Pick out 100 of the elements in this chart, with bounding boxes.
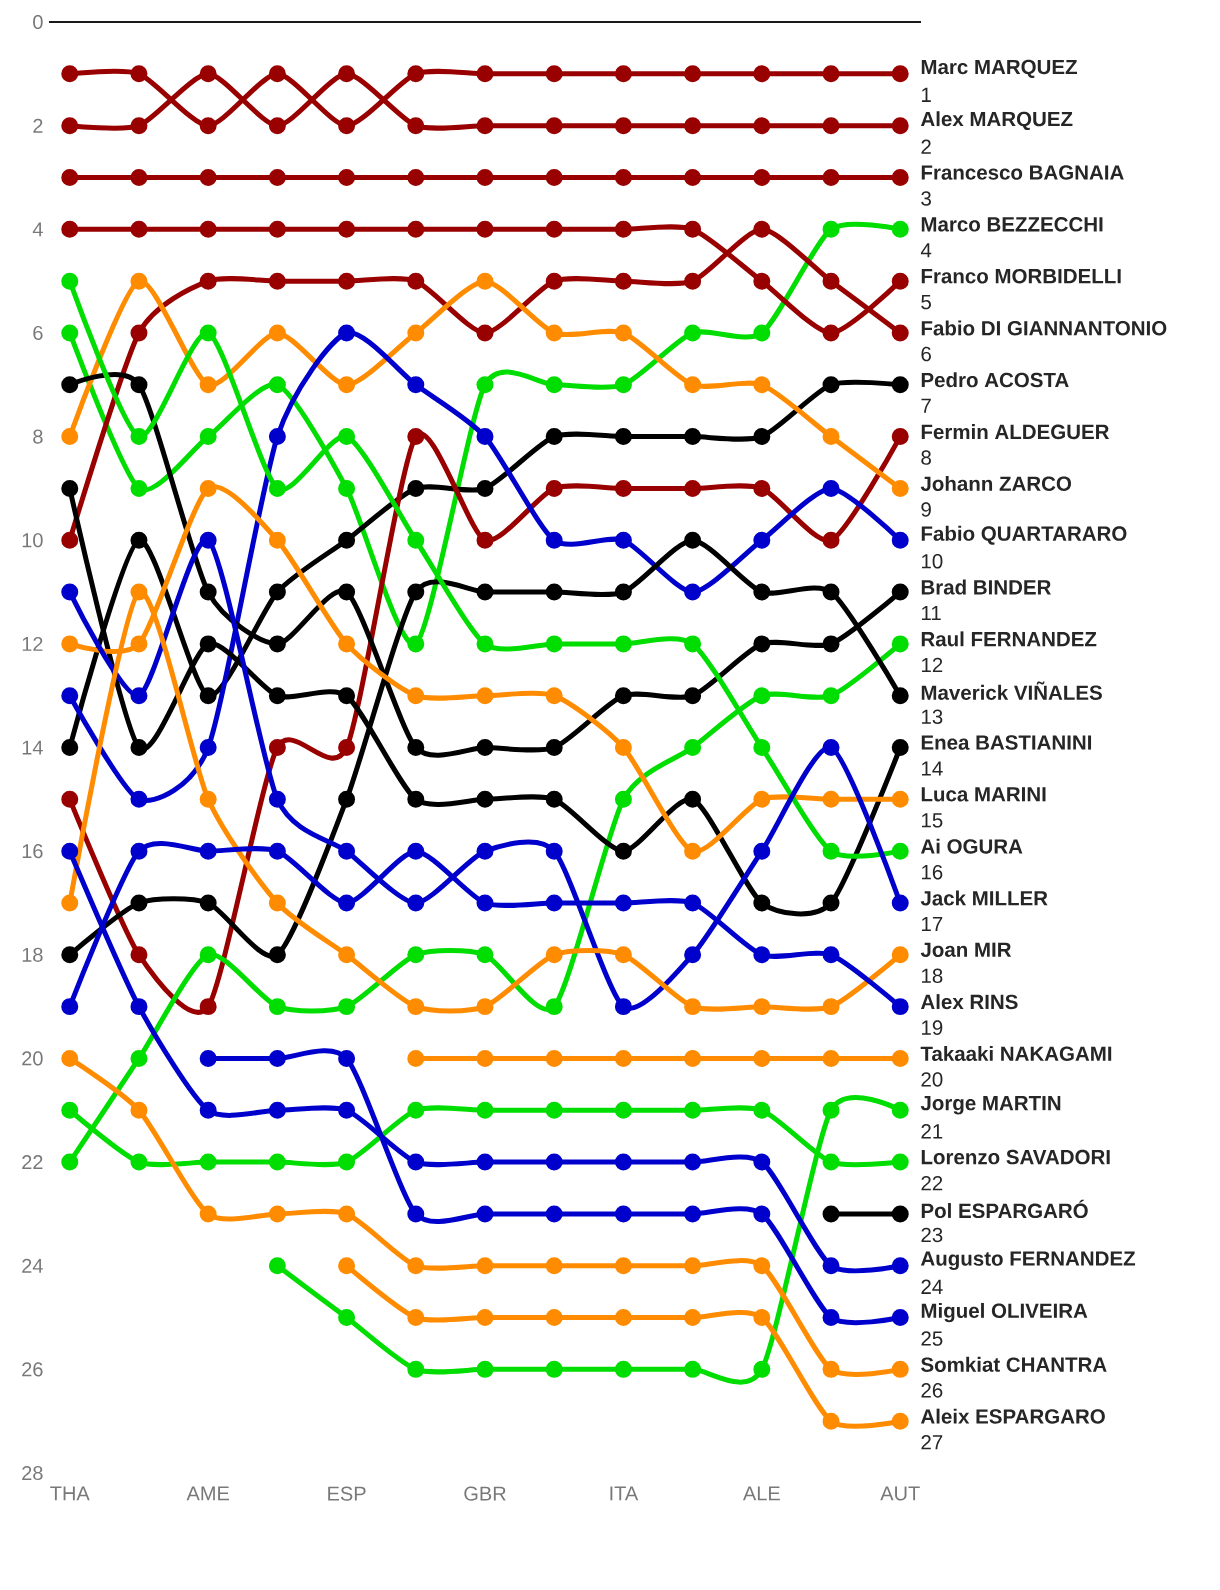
point	[753, 894, 771, 912]
point	[684, 1205, 702, 1223]
point	[684, 169, 702, 186]
point	[407, 1360, 425, 1378]
y-tick-label: 12	[22, 636, 43, 651]
point	[822, 272, 840, 290]
point	[338, 842, 356, 860]
point	[684, 1049, 702, 1067]
point	[614, 1309, 632, 1327]
point	[61, 117, 79, 135]
x-tick-label: GBR	[464, 1486, 506, 1501]
point	[684, 1257, 702, 1275]
point	[614, 998, 632, 1016]
point	[476, 1205, 494, 1223]
point	[407, 1153, 425, 1171]
point	[822, 687, 840, 705]
point	[614, 376, 632, 394]
x-tick-label: AUT	[880, 1486, 920, 1501]
point	[545, 117, 563, 135]
point	[614, 1101, 632, 1119]
point	[61, 324, 79, 342]
point	[614, 739, 632, 757]
point	[684, 272, 702, 290]
point	[753, 946, 771, 964]
point	[891, 531, 909, 549]
point	[338, 739, 356, 757]
point	[407, 1205, 425, 1223]
point	[614, 220, 632, 238]
series-label: Marc MARQUEZ	[921, 59, 1077, 79]
point	[614, 169, 632, 186]
point	[268, 272, 286, 290]
point	[614, 117, 632, 135]
point	[822, 376, 840, 394]
point	[338, 117, 356, 135]
point	[753, 376, 771, 394]
point	[614, 583, 632, 601]
point	[476, 65, 494, 83]
x-tick-label: AME	[186, 1486, 229, 1501]
point	[684, 376, 702, 394]
point	[407, 635, 425, 653]
point	[61, 1101, 79, 1119]
series-label: Fermin ALDEGUER	[921, 424, 1110, 440]
point	[891, 946, 909, 964]
point	[268, 790, 286, 808]
series-label: Brad BINDER	[921, 579, 1051, 595]
point	[891, 1257, 909, 1275]
point	[753, 1049, 771, 1067]
series-label: Ai OGURA	[920, 838, 1023, 854]
point	[199, 169, 217, 186]
y-tick-label: 24	[22, 1258, 43, 1273]
point	[891, 635, 909, 653]
data-label: 7	[921, 398, 931, 413]
data-label: 21	[921, 1124, 943, 1139]
point	[545, 324, 563, 342]
point	[545, 1153, 563, 1171]
point	[61, 376, 79, 394]
data-label: 27	[921, 1435, 943, 1450]
point	[545, 428, 563, 446]
point	[753, 583, 771, 601]
point	[130, 790, 148, 808]
point	[268, 583, 286, 601]
point	[545, 169, 563, 186]
point	[822, 1205, 840, 1223]
point	[753, 1153, 771, 1171]
point	[338, 220, 356, 238]
point	[199, 894, 217, 912]
point	[61, 583, 79, 601]
point	[476, 324, 494, 342]
point	[684, 998, 702, 1016]
point	[614, 1205, 632, 1223]
point	[338, 946, 356, 964]
point	[891, 894, 909, 912]
point	[753, 1101, 771, 1119]
point	[61, 428, 79, 446]
point	[130, 428, 148, 446]
point	[822, 65, 840, 83]
point	[476, 376, 494, 394]
point	[545, 1049, 563, 1067]
point	[338, 324, 356, 342]
point	[407, 998, 425, 1016]
point	[753, 790, 771, 808]
point	[545, 1205, 563, 1223]
point	[822, 790, 840, 808]
y-tick-label: 0	[33, 14, 43, 30]
point	[684, 428, 702, 446]
point	[130, 376, 148, 394]
point	[614, 65, 632, 83]
point	[61, 65, 79, 83]
point	[545, 894, 563, 912]
point	[476, 842, 494, 860]
point	[61, 739, 79, 757]
point	[822, 1309, 840, 1327]
series-label: Pedro ACOSTA	[921, 372, 1069, 388]
point	[130, 583, 148, 601]
point	[476, 117, 494, 135]
point	[545, 1101, 563, 1119]
point	[268, 169, 286, 186]
point	[338, 583, 356, 601]
point	[407, 1309, 425, 1327]
point	[614, 428, 632, 446]
